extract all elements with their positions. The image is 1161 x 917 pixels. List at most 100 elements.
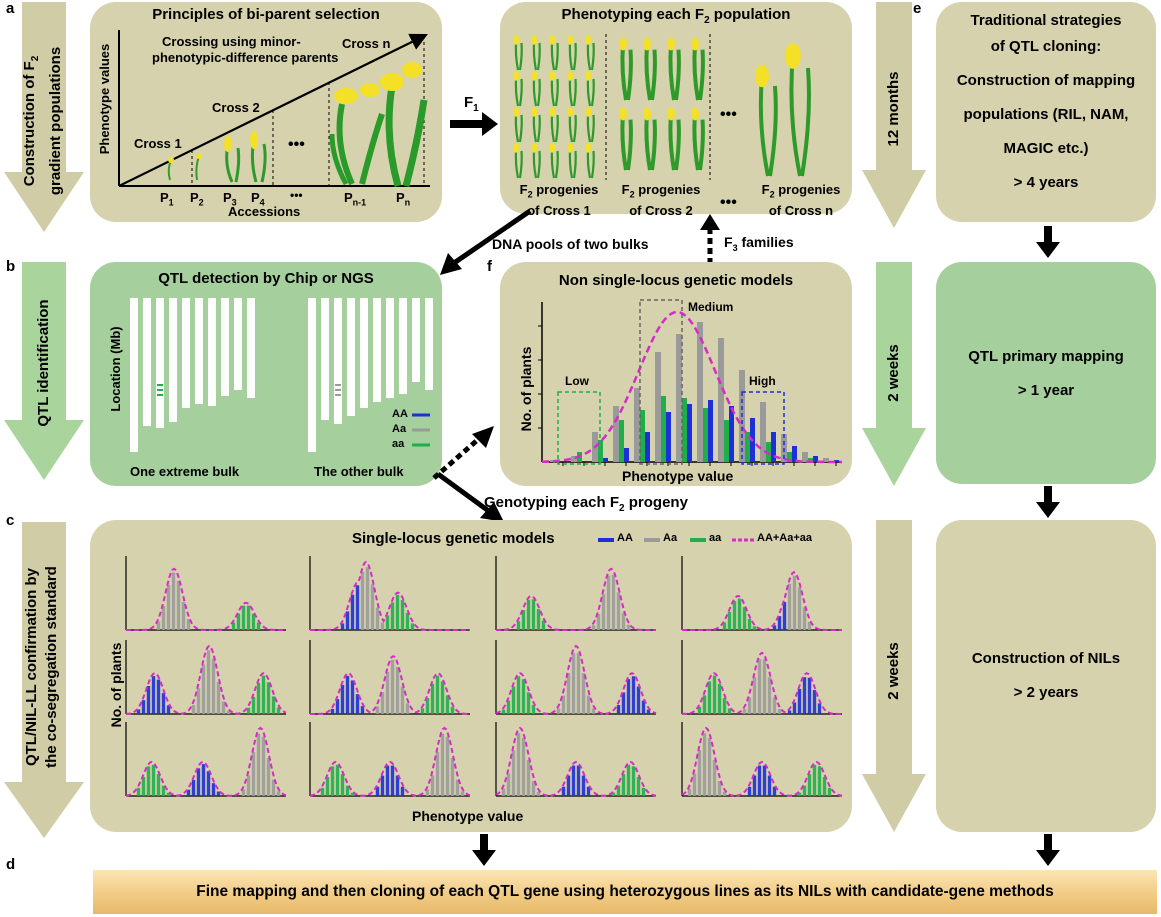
panel-label-f: f: [487, 258, 492, 275]
c-down-arrow: [472, 834, 496, 866]
bar-Aa: [445, 736, 450, 796]
bar-AA: [752, 775, 757, 796]
chromosome-bar: [399, 298, 407, 394]
bar-aa: [246, 605, 251, 630]
panel-e-box3-text: Construction of NILs > 2 years: [971, 650, 1121, 701]
bar-aa: [742, 607, 747, 630]
bar-AA: [729, 406, 734, 462]
plant-icon: [531, 35, 541, 71]
bar-aa: [251, 613, 256, 630]
bar-Aa: [566, 673, 571, 714]
bar-Aa: [380, 692, 385, 714]
panel-a-dots-top: •••: [288, 136, 305, 153]
legend-aa: aa: [392, 438, 405, 450]
plant-icon: [585, 107, 595, 143]
bar-AA: [350, 680, 355, 714]
bar-aa: [350, 792, 355, 796]
low-box: [557, 391, 601, 465]
chromosome-bar: [169, 298, 177, 422]
bar-Aa: [360, 571, 365, 630]
bar-aa: [395, 594, 400, 630]
bar-Aa: [241, 789, 246, 796]
bar-aa: [531, 705, 536, 714]
panel-c-xlabel: Phenotype value: [412, 808, 524, 824]
sum-curve: [310, 560, 470, 631]
chromosome-bar: [360, 298, 368, 408]
plant-icon: [667, 107, 681, 171]
bar-Aa: [395, 667, 400, 714]
bar-AA: [156, 679, 161, 714]
bar-Aa: [521, 737, 526, 796]
bar-Aa: [161, 606, 166, 630]
panel-c-title: Single-locus genetic models: [352, 530, 555, 547]
dna-pool-arrow: [440, 208, 532, 275]
bar-aa: [807, 774, 812, 796]
bar-AA: [360, 706, 365, 714]
bar-Aa: [792, 575, 797, 630]
bar-Aa: [634, 388, 640, 462]
chromosome-bar: [247, 298, 255, 398]
panel-c-legend-aa: aa: [709, 532, 722, 544]
chromosome-bar: [308, 298, 316, 452]
bar-AA: [641, 700, 646, 714]
bar-Aa: [772, 697, 777, 714]
bar-Aa: [216, 681, 221, 714]
plant-icon: [567, 35, 577, 71]
bar-AA: [646, 709, 651, 714]
panel-e-box1-text: Traditional strategies of QTL cloning: C…: [956, 12, 1136, 191]
bar-Aa: [206, 650, 211, 714]
bar-AA: [771, 432, 776, 462]
plant-icon: [531, 71, 541, 107]
bar-aa: [636, 777, 641, 796]
bar-AA: [666, 412, 671, 462]
chromosome-bar: [321, 298, 329, 420]
plant-icon: [531, 143, 541, 179]
bar-aa: [697, 706, 702, 714]
f1-label: F1: [464, 94, 479, 114]
bar-aa: [722, 622, 727, 630]
bar-aa: [231, 622, 236, 630]
legend-Aa: Aa: [392, 423, 407, 435]
chromosome-bar: [425, 298, 433, 390]
chromosome-bar: [156, 298, 164, 428]
bar-Aa: [687, 788, 692, 796]
bar-Aa: [757, 659, 762, 714]
sum-curve: [125, 644, 287, 715]
side-arrow-c: [4, 522, 84, 838]
bar-aa: [511, 686, 516, 714]
bar-Aa: [616, 592, 621, 630]
panel-a-crossing-line1: Crossing using minor-: [162, 34, 301, 49]
group-label-3: F2 progenies of Cross n: [761, 182, 841, 218]
bar-AA: [206, 771, 211, 796]
bar-AA: [813, 456, 818, 462]
bar-Aa: [692, 773, 697, 796]
bar-Aa: [787, 583, 792, 630]
bar-Aa: [611, 574, 616, 630]
dashed-arrow-to-f: [432, 426, 494, 480]
bar-AA: [380, 775, 385, 796]
bar-aa: [641, 787, 646, 796]
parent-label-5: Pn-1: [344, 190, 367, 208]
bar-Aa: [211, 658, 216, 714]
sum-curve: [309, 726, 471, 797]
bar-AA: [136, 709, 141, 714]
bar-aa: [722, 698, 727, 714]
bar-Aa: [246, 775, 251, 796]
bar-Aa: [226, 710, 231, 714]
bar-aa: [256, 622, 261, 630]
bar-aa: [732, 600, 737, 630]
bar-aa: [521, 679, 526, 714]
chromosome-bar: [412, 298, 420, 382]
dna-pool-label: DNA pools of two bulks: [492, 236, 649, 252]
bar-aa: [631, 766, 636, 796]
bar-aa: [440, 681, 445, 714]
bar-Aa: [460, 791, 465, 796]
panel-f-title: Non single-locus genetic models: [558, 272, 794, 289]
bar-AA: [708, 400, 713, 462]
sum-curve: [495, 644, 657, 715]
bar-Aa: [717, 781, 722, 796]
bar-Aa: [802, 452, 808, 462]
bar-Aa: [511, 750, 516, 796]
bar-aa: [747, 618, 752, 630]
plant-icon: [549, 35, 559, 71]
